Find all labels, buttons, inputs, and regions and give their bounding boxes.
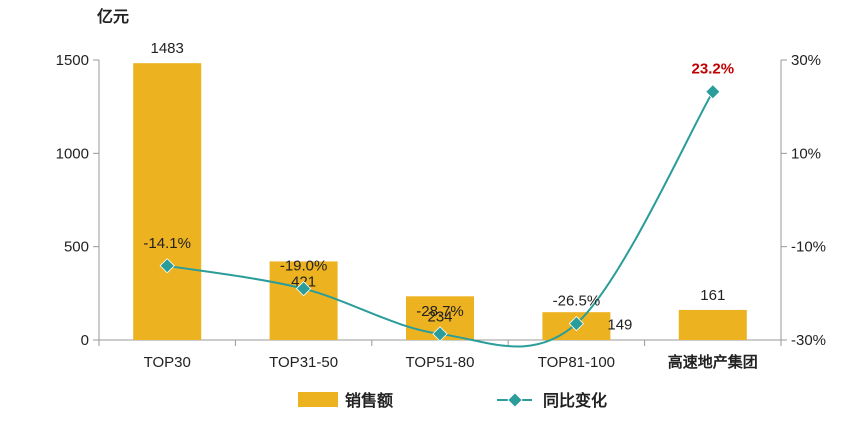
x-category-label: TOP30 [144,354,191,371]
yoy-value-label: -28.7% [416,303,464,320]
yoy-value-label: -19.0% [280,258,328,275]
legend-swatch-sales [298,392,338,407]
sales-bar [269,261,338,340]
yoy-labels: -14.1% -19.0% -28.7% -26.5% 23.2% [143,61,734,320]
yoy-marker [159,258,175,274]
sales-value-label: 1483 [151,40,184,57]
yoy-marker [432,326,448,342]
sales-value-label: 161 [700,287,725,304]
y-left-tick-label: 500 [64,239,89,256]
yoy-marker [295,281,312,297]
yoy-markers [159,84,721,342]
legend-label-sales: 销售额 [345,391,393,410]
y-left-tick-label: 1000 [56,145,89,162]
yoy-marker [568,316,585,332]
yoy-value-label: 23.2% [692,61,735,78]
yoy-value-label: -26.5% [553,293,601,310]
sales-bar [678,309,747,340]
bar-labels: 1483421234149161 [151,40,726,333]
y-left-unit: 亿元 [97,7,129,26]
legend: 销售额 同比变化 [298,391,607,410]
sales-value-label: 234 [427,308,452,325]
sales-value-label: 149 [607,317,632,334]
x-category-label: TOP31-50 [269,354,338,371]
y-right-ticks: -30% -10% 10% 30% [781,52,826,349]
y-right-tick-label: -10% [791,239,826,256]
y-left-tick-label: 1500 [56,52,89,69]
y-left-tick-label: 0 [81,332,89,349]
yoy-marker [705,84,721,100]
yoy-line [167,91,714,348]
x-category-label: 高速地产集团 [668,353,758,371]
x-category-label: TOP81-100 [538,354,615,371]
bars [133,63,747,340]
y-right-tick-label: 10% [791,145,821,162]
x-category-label: TOP51-80 [406,354,475,371]
y-left-ticks: 0 500 1000 1500 [56,52,99,349]
x-ticks: TOP30 TOP31-50 TOP51-80 TOP81-100 高速地产集团 [98,340,782,371]
sales-bar [133,63,202,340]
legend-swatch-yoy-marker [507,392,523,408]
y-right-tick-label: -30% [791,332,826,349]
legend-label-yoy: 同比变化 [543,391,607,410]
yoy-value-label: -14.1% [143,235,191,252]
y-right-tick-label: 30% [791,52,821,69]
